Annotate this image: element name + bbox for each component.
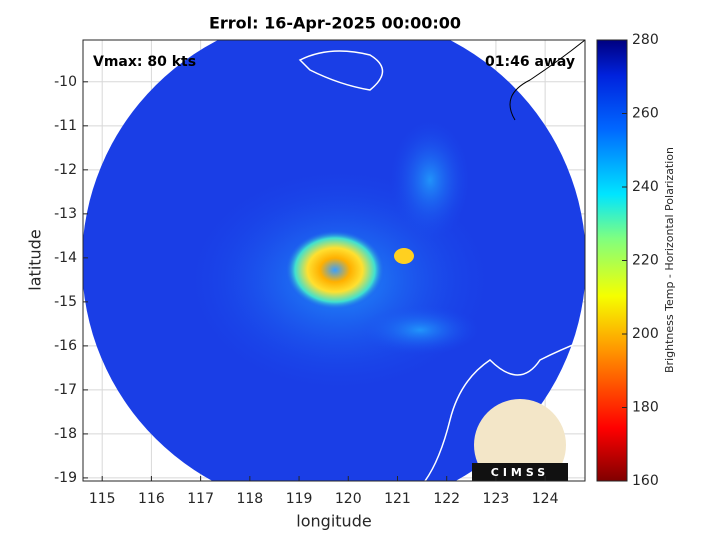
logo-text: CIMSS [491, 466, 549, 479]
x-tick-label: 118 [236, 491, 263, 507]
rainband [390, 120, 470, 240]
x-tick-label: 122 [433, 491, 460, 507]
colorbar-tick-label: 220 [632, 253, 659, 269]
y-tick-label: -15 [54, 294, 77, 310]
y-tick-label: -17 [54, 382, 77, 398]
x-tick-label: 119 [286, 491, 313, 507]
y-tick-label: -19 [54, 470, 77, 486]
x-tick-label: 115 [89, 491, 116, 507]
colorbar-tick-label: 280 [632, 32, 659, 48]
y-tick-label: -14 [54, 250, 77, 266]
x-tick-label: 123 [483, 491, 510, 507]
x-axis-label: longitude [296, 512, 371, 531]
y-tick-label: -13 [54, 206, 77, 222]
x-tick-label: 121 [384, 491, 411, 507]
coastline [424, 339, 585, 481]
colorbar-tick-label: 160 [632, 473, 659, 489]
annotation: 01:46 away [485, 54, 575, 70]
colorbar-tick-label: 240 [632, 179, 659, 195]
y-tick-label: -11 [54, 118, 77, 134]
y-tick-label: -16 [54, 338, 77, 354]
satellite-image: CIMSS [83, 40, 585, 481]
chart-title: Errol: 16-Apr-2025 00:00:00 [209, 14, 461, 33]
y-axis-label: latitude [26, 229, 45, 290]
x-tick-label: 117 [187, 491, 214, 507]
annotation: Vmax: 80 kts [93, 54, 196, 70]
coastline [298, 50, 384, 91]
logo [474, 399, 566, 481]
x-tick-label: 124 [532, 491, 559, 507]
y-tick-label: -12 [54, 162, 77, 178]
plot-frame [82, 39, 586, 482]
eyewall [285, 230, 385, 310]
rainband [360, 305, 480, 355]
y-tick-label: -18 [54, 426, 77, 442]
x-tick-label: 120 [335, 491, 362, 507]
coastline [509, 40, 585, 121]
convection [394, 248, 414, 264]
colorbar-tick-label: 260 [632, 106, 659, 122]
colorbar-tick-label: 180 [632, 400, 659, 416]
colorbar-tick-label: 200 [632, 326, 659, 342]
colorbar-label: Brightness Temp - Horizontal Polarizatio… [663, 147, 676, 373]
y-tick-label: -10 [54, 74, 77, 90]
x-tick-label: 116 [138, 491, 165, 507]
